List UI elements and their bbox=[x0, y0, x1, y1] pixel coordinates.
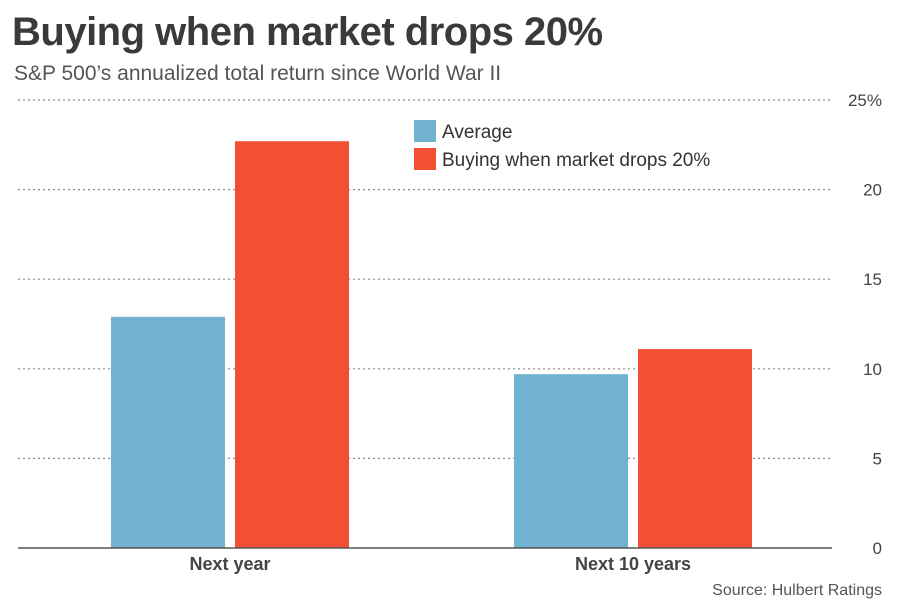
chart-subtitle: S&P 500’s annualized total return since … bbox=[14, 62, 502, 85]
bar-drop-1 bbox=[638, 349, 752, 548]
legend-swatch bbox=[414, 148, 436, 170]
chart-title: Buying when market drops 20% bbox=[12, 10, 603, 54]
y-tick-label: 0 bbox=[873, 539, 882, 558]
bar-average-0 bbox=[111, 316, 225, 548]
legend: Average Buying when market drops 20% bbox=[414, 120, 710, 171]
x-category-label: Next year bbox=[189, 554, 270, 574]
y-tick-label: 15 bbox=[863, 270, 882, 289]
y-axis-ticks: 0 5 10 15 20 25% bbox=[848, 91, 882, 558]
y-tick-label: 20 bbox=[863, 181, 882, 200]
legend-label: Average bbox=[442, 122, 512, 143]
x-axis-categories: Next year Next 10 years bbox=[189, 554, 691, 574]
source-note: Source: Hulbert Ratings bbox=[712, 582, 882, 599]
bars bbox=[111, 141, 752, 548]
y-tick-label: 10 bbox=[863, 360, 882, 379]
legend-label: Buying when market drops 20% bbox=[442, 150, 710, 171]
y-tick-label: 25% bbox=[848, 91, 882, 110]
bar-average-1 bbox=[514, 374, 628, 548]
y-tick-label: 5 bbox=[873, 449, 882, 468]
x-category-label: Next 10 years bbox=[575, 554, 691, 574]
legend-swatch bbox=[414, 120, 436, 142]
bar-drop-0 bbox=[235, 141, 349, 548]
